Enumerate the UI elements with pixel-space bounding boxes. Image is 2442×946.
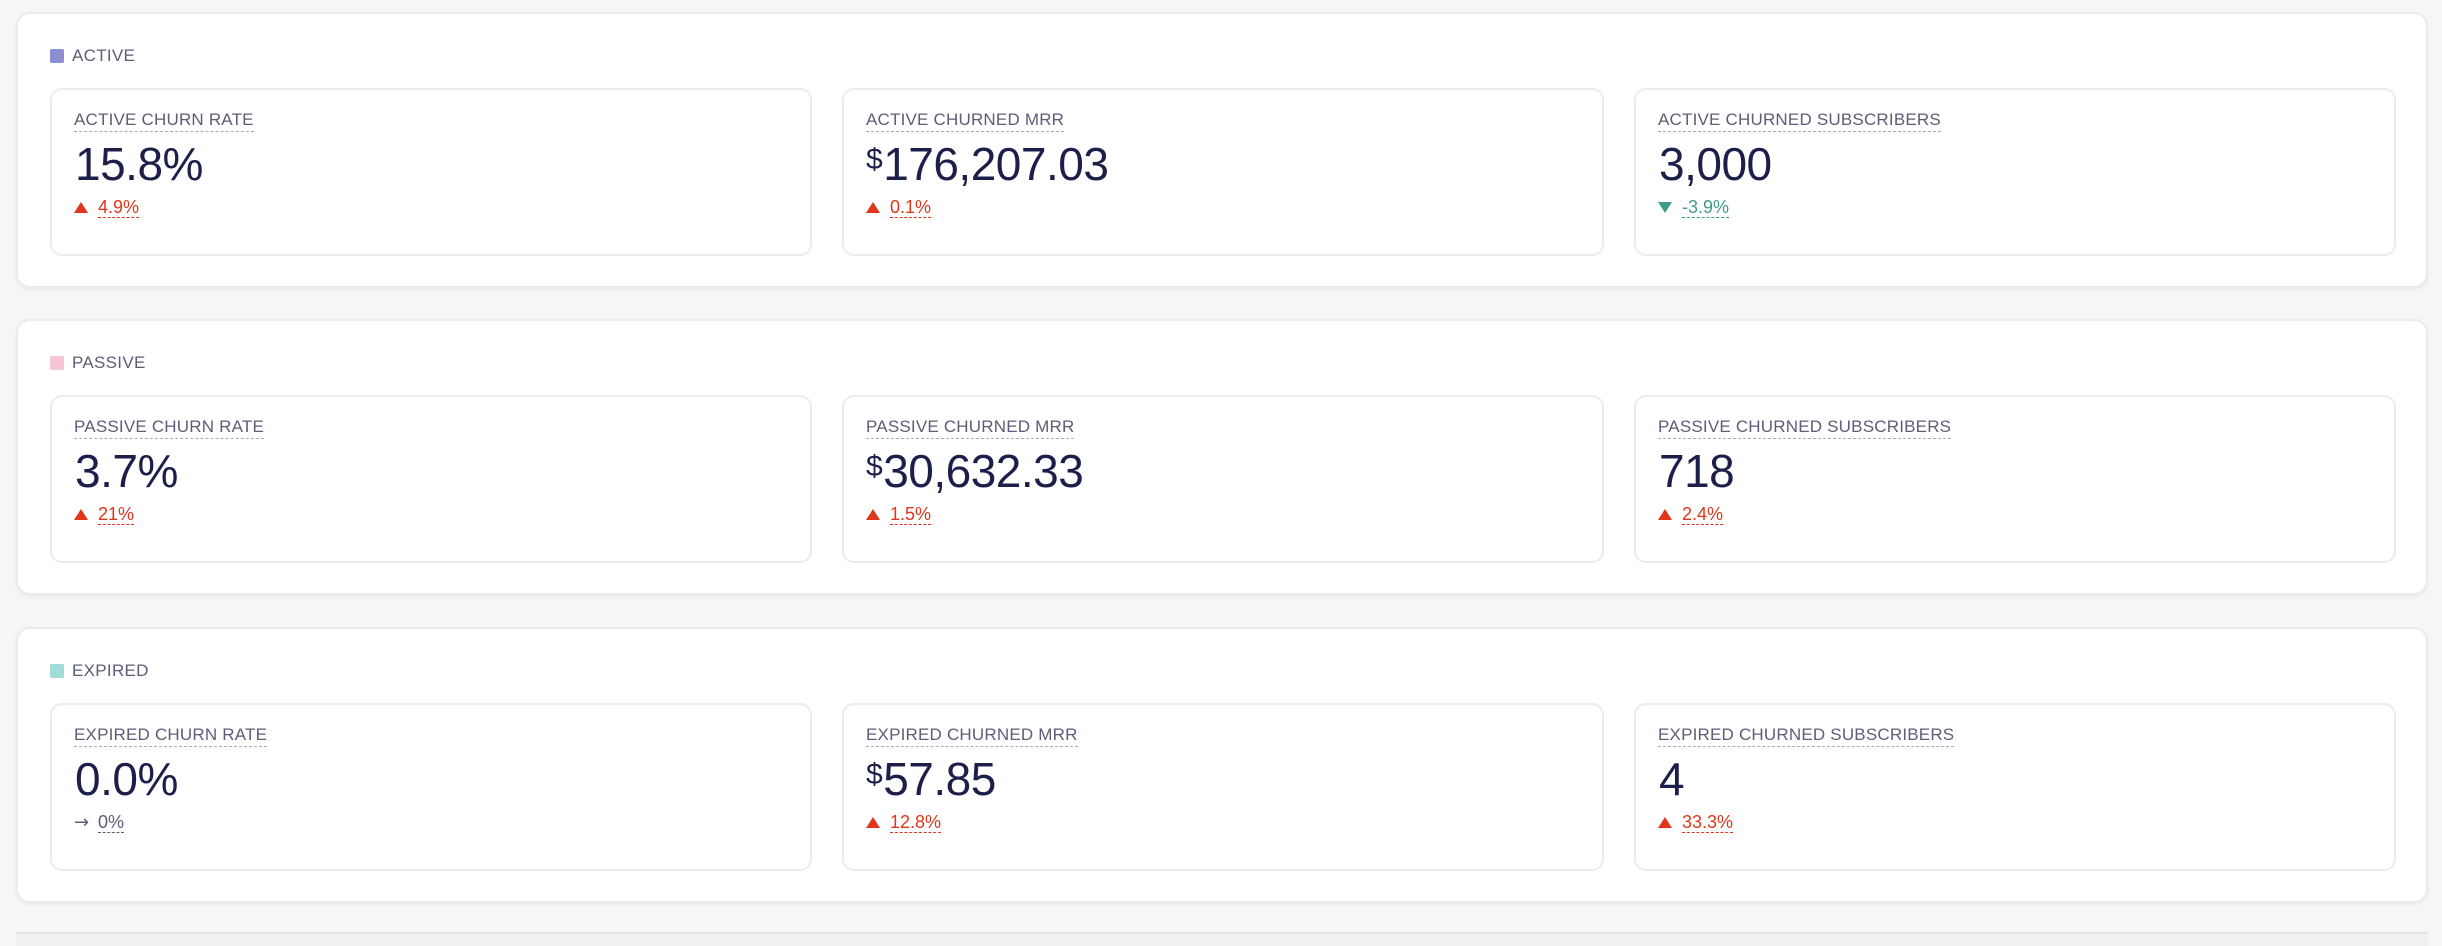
- metric-delta: 1.5%: [866, 503, 1580, 525]
- metric-card-passive-churn-rate[interactable]: PASSIVE CHURN RATE 3.7% 21%: [50, 395, 812, 563]
- section-header: ACTIVE: [50, 46, 135, 66]
- delta-value[interactable]: 21%: [98, 503, 135, 525]
- metric-number: 718: [1659, 445, 1735, 497]
- metric-cards: ACTIVE CHURN RATE 15.8% 4.9% ACTIVE CHUR…: [50, 88, 2396, 256]
- triangle-up-icon: [866, 503, 880, 525]
- metric-number: 57.85: [883, 753, 996, 805]
- metric-label[interactable]: ACTIVE CHURN RATE: [74, 110, 254, 132]
- section-header: EXPIRED: [50, 661, 149, 681]
- section-header: PASSIVE: [50, 353, 146, 373]
- metric-label[interactable]: ACTIVE CHURNED SUBSCRIBERS: [1658, 110, 1941, 132]
- metric-card-expired-churned-subscribers[interactable]: EXPIRED CHURNED SUBSCRIBERS 4 33.3%: [1634, 703, 2396, 871]
- delta-value[interactable]: 4.9%: [98, 196, 140, 218]
- metric-number: 30,632.33: [883, 445, 1084, 497]
- triangle-up-icon: [74, 196, 88, 218]
- metric-card-passive-churned-mrr[interactable]: PASSIVE CHURNED MRR $ 30,632.33 1.5%: [842, 395, 1604, 563]
- section-title: EXPIRED: [72, 661, 149, 680]
- metric-value: $ 176,207.03: [866, 138, 1580, 190]
- currency-symbol: $: [866, 143, 883, 176]
- metric-number: 15.8%: [75, 138, 203, 190]
- metric-delta: → 0%: [74, 811, 788, 834]
- delta-value[interactable]: 33.3%: [1682, 811, 1734, 833]
- section-expired: EXPIRED EXPIRED CHURN RATE 0.0% → 0% EXP…: [16, 627, 2428, 903]
- metric-label[interactable]: EXPIRED CHURNED SUBSCRIBERS: [1658, 725, 1955, 747]
- section-title: PASSIVE: [72, 353, 146, 372]
- metric-card-active-churn-rate[interactable]: ACTIVE CHURN RATE 15.8% 4.9%: [50, 88, 812, 256]
- metric-value: $ 57.85: [866, 753, 1580, 805]
- metric-delta: 0.1%: [866, 196, 1580, 218]
- metric-label[interactable]: ACTIVE CHURNED MRR: [866, 110, 1065, 132]
- delta-value[interactable]: -3.9%: [1682, 196, 1730, 218]
- metric-value: 3.7%: [74, 445, 788, 497]
- metric-label[interactable]: EXPIRED CHURNED MRR: [866, 725, 1078, 747]
- metric-delta: 4.9%: [74, 196, 788, 218]
- metric-value: 0.0%: [74, 753, 788, 805]
- currency-symbol: $: [866, 450, 883, 483]
- triangle-up-icon: [866, 196, 880, 218]
- metric-cards: PASSIVE CHURN RATE 3.7% 21% PASSIVE CHUR…: [50, 395, 2396, 563]
- metric-number: 3.7%: [75, 445, 178, 497]
- delta-value[interactable]: 12.8%: [890, 811, 942, 833]
- triangle-up-icon: [1658, 811, 1672, 833]
- triangle-up-icon: [74, 503, 88, 525]
- metric-value: 3,000: [1658, 138, 2372, 190]
- metric-number: 4: [1659, 753, 1685, 805]
- metric-delta: 12.8%: [866, 811, 1580, 833]
- triangle-up-icon: [1658, 503, 1672, 525]
- metric-card-passive-churned-subscribers[interactable]: PASSIVE CHURNED SUBSCRIBERS 718 2.4%: [1634, 395, 2396, 563]
- metric-delta: 21%: [74, 503, 788, 525]
- next-section-edge: [16, 932, 2428, 946]
- metric-value: 4: [1658, 753, 2372, 805]
- metric-value: $ 30,632.33: [866, 445, 1580, 497]
- section-color-swatch: [50, 664, 64, 678]
- section-color-swatch: [50, 49, 64, 63]
- metric-card-active-churned-subscribers[interactable]: ACTIVE CHURNED SUBSCRIBERS 3,000 -3.9%: [1634, 88, 2396, 256]
- metric-delta: -3.9%: [1658, 196, 2372, 218]
- metric-number: 3,000: [1659, 138, 1772, 190]
- metric-label[interactable]: PASSIVE CHURNED SUBSCRIBERS: [1658, 417, 1952, 439]
- delta-value[interactable]: 0.1%: [890, 196, 932, 218]
- metric-cards: EXPIRED CHURN RATE 0.0% → 0% EXPIRED CHU…: [50, 703, 2396, 871]
- section-active: ACTIVE ACTIVE CHURN RATE 15.8% 4.9% ACTI…: [16, 12, 2428, 288]
- section-passive: PASSIVE PASSIVE CHURN RATE 3.7% 21% PASS…: [16, 319, 2428, 595]
- delta-value[interactable]: 2.4%: [1682, 503, 1724, 525]
- metric-value: 15.8%: [74, 138, 788, 190]
- triangle-down-icon: [1658, 196, 1672, 218]
- metric-label[interactable]: PASSIVE CHURN RATE: [74, 417, 265, 439]
- delta-value[interactable]: 0%: [98, 812, 125, 833]
- metric-card-expired-churn-rate[interactable]: EXPIRED CHURN RATE 0.0% → 0%: [50, 703, 812, 871]
- section-title: ACTIVE: [72, 46, 136, 65]
- section-color-swatch: [50, 356, 64, 370]
- metric-delta: 2.4%: [1658, 503, 2372, 525]
- metric-number: 0.0%: [75, 753, 178, 805]
- metric-delta: 33.3%: [1658, 811, 2372, 833]
- arrow-right-icon: →: [74, 812, 90, 833]
- delta-value[interactable]: 1.5%: [890, 503, 932, 525]
- metric-value: 718: [1658, 445, 2372, 497]
- currency-symbol: $: [866, 758, 883, 791]
- metric-label[interactable]: PASSIVE CHURNED MRR: [866, 417, 1075, 439]
- metric-number: 176,207.03: [883, 138, 1109, 190]
- metric-label[interactable]: EXPIRED CHURN RATE: [74, 725, 268, 747]
- triangle-up-icon: [866, 811, 880, 833]
- metric-card-expired-churned-mrr[interactable]: EXPIRED CHURNED MRR $ 57.85 12.8%: [842, 703, 1604, 871]
- metric-card-active-churned-mrr[interactable]: ACTIVE CHURNED MRR $ 176,207.03 0.1%: [842, 88, 1604, 256]
